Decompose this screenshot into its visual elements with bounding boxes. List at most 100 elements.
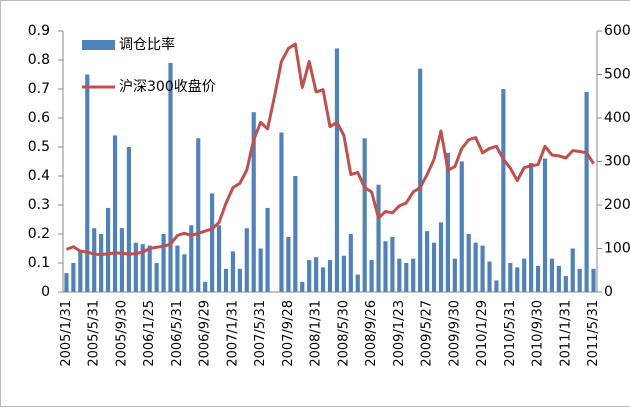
bar — [71, 263, 76, 292]
bar — [265, 207, 270, 292]
x-tick-label: 2009/1/23 — [392, 300, 407, 367]
x-tick-label: 2008/5/30 — [336, 300, 351, 367]
y-tick-label: 0.9 — [28, 23, 50, 39]
bar — [473, 242, 478, 292]
bar — [64, 273, 69, 292]
y2-tick-label: 1000 — [604, 241, 630, 257]
bar — [327, 260, 333, 292]
bar — [522, 258, 527, 292]
bar — [563, 276, 568, 292]
bar — [584, 91, 589, 293]
bar — [348, 234, 353, 292]
line — [65, 42, 595, 257]
y-tick-label: 0.2 — [28, 226, 50, 242]
legend-label: 沪深300收盘价 — [119, 78, 216, 95]
bar — [577, 268, 582, 292]
bar — [418, 68, 423, 292]
y2-tick-label: 3000 — [604, 154, 630, 170]
x-tick-label: 2005/1/31 — [59, 300, 74, 367]
bar — [570, 248, 575, 292]
bar — [487, 261, 492, 292]
bar — [411, 258, 416, 292]
bar — [404, 263, 409, 292]
bar — [549, 258, 555, 292]
y2-tick-label: 5000 — [604, 67, 630, 83]
bar — [397, 258, 402, 292]
bar — [168, 62, 173, 293]
y-tick-label: 0.3 — [28, 197, 50, 213]
y-tick-label: 0.4 — [28, 168, 50, 184]
bar — [210, 193, 215, 292]
bar — [244, 228, 249, 292]
bar — [341, 255, 346, 292]
x-tick-label: 2011/1/31 — [558, 300, 573, 367]
bar — [203, 281, 208, 292]
y-tick-label: 0.1 — [28, 255, 50, 271]
bar — [459, 161, 464, 292]
y-tick-label: 0.6 — [28, 110, 50, 126]
x-tick-label: 2008/1/31 — [309, 300, 324, 367]
x-tick-label: 2005/9/30 — [114, 300, 129, 367]
bar — [535, 265, 541, 292]
bar — [494, 280, 499, 292]
x-tick-label: 2009/5/27 — [420, 300, 435, 367]
y-tick-label: 0.7 — [28, 81, 50, 97]
x-tick-label: 2009/9/30 — [447, 300, 462, 367]
bar — [501, 89, 506, 292]
bar — [78, 251, 83, 292]
x-tick-label: 2006/1/25 — [142, 300, 157, 367]
bar — [425, 231, 430, 292]
bar — [320, 267, 326, 292]
bar — [556, 265, 561, 292]
bar — [383, 241, 388, 292]
y-tick-label: 0.5 — [28, 139, 50, 155]
y2-tick-label: 6000 — [604, 23, 630, 39]
x-tick-label: 2010/5/31 — [503, 300, 518, 367]
y-tick-label: 0 — [41, 284, 50, 300]
bar — [223, 268, 229, 292]
bar — [293, 176, 298, 292]
bar — [126, 147, 131, 292]
bar — [279, 132, 284, 292]
x-tick-label: 2006/5/31 — [170, 300, 185, 367]
bar — [300, 281, 305, 292]
x-tick-label: 2010/1/29 — [475, 300, 490, 367]
bar — [542, 158, 548, 292]
bar — [314, 257, 319, 292]
bar — [438, 222, 444, 292]
bar — [508, 263, 513, 292]
bar — [251, 112, 256, 292]
bar — [230, 251, 235, 292]
bar — [591, 268, 596, 292]
bar — [480, 245, 485, 292]
bar — [307, 260, 312, 292]
legend-swatch — [82, 40, 115, 50]
y2-tick-label: 4000 — [604, 110, 630, 126]
bar — [529, 162, 534, 292]
bar — [112, 135, 118, 292]
bar — [189, 225, 194, 292]
x-tick-label: 2011/5/31 — [586, 300, 601, 367]
x-tick-label: 2005/5/31 — [87, 300, 102, 367]
bar — [258, 248, 263, 292]
bar — [196, 138, 201, 292]
bar — [119, 228, 125, 292]
bar — [216, 225, 222, 292]
bar — [369, 260, 374, 292]
x-tick-label: 2007/5/31 — [253, 300, 268, 367]
bar — [133, 242, 138, 292]
bar — [154, 263, 159, 292]
bar — [431, 242, 437, 292]
bar — [376, 184, 381, 292]
bar — [99, 234, 104, 292]
x-tick-label: 2008/9/26 — [364, 300, 379, 367]
bar — [85, 74, 90, 292]
bar — [355, 274, 360, 292]
bar — [445, 152, 450, 292]
bar — [390, 236, 395, 292]
bar — [175, 245, 180, 292]
y2-tick-label: 0 — [604, 284, 613, 300]
bar — [92, 228, 97, 292]
